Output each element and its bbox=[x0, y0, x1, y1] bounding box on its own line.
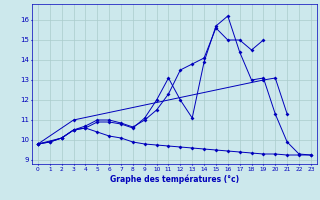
X-axis label: Graphe des températures (°c): Graphe des températures (°c) bbox=[110, 175, 239, 184]
